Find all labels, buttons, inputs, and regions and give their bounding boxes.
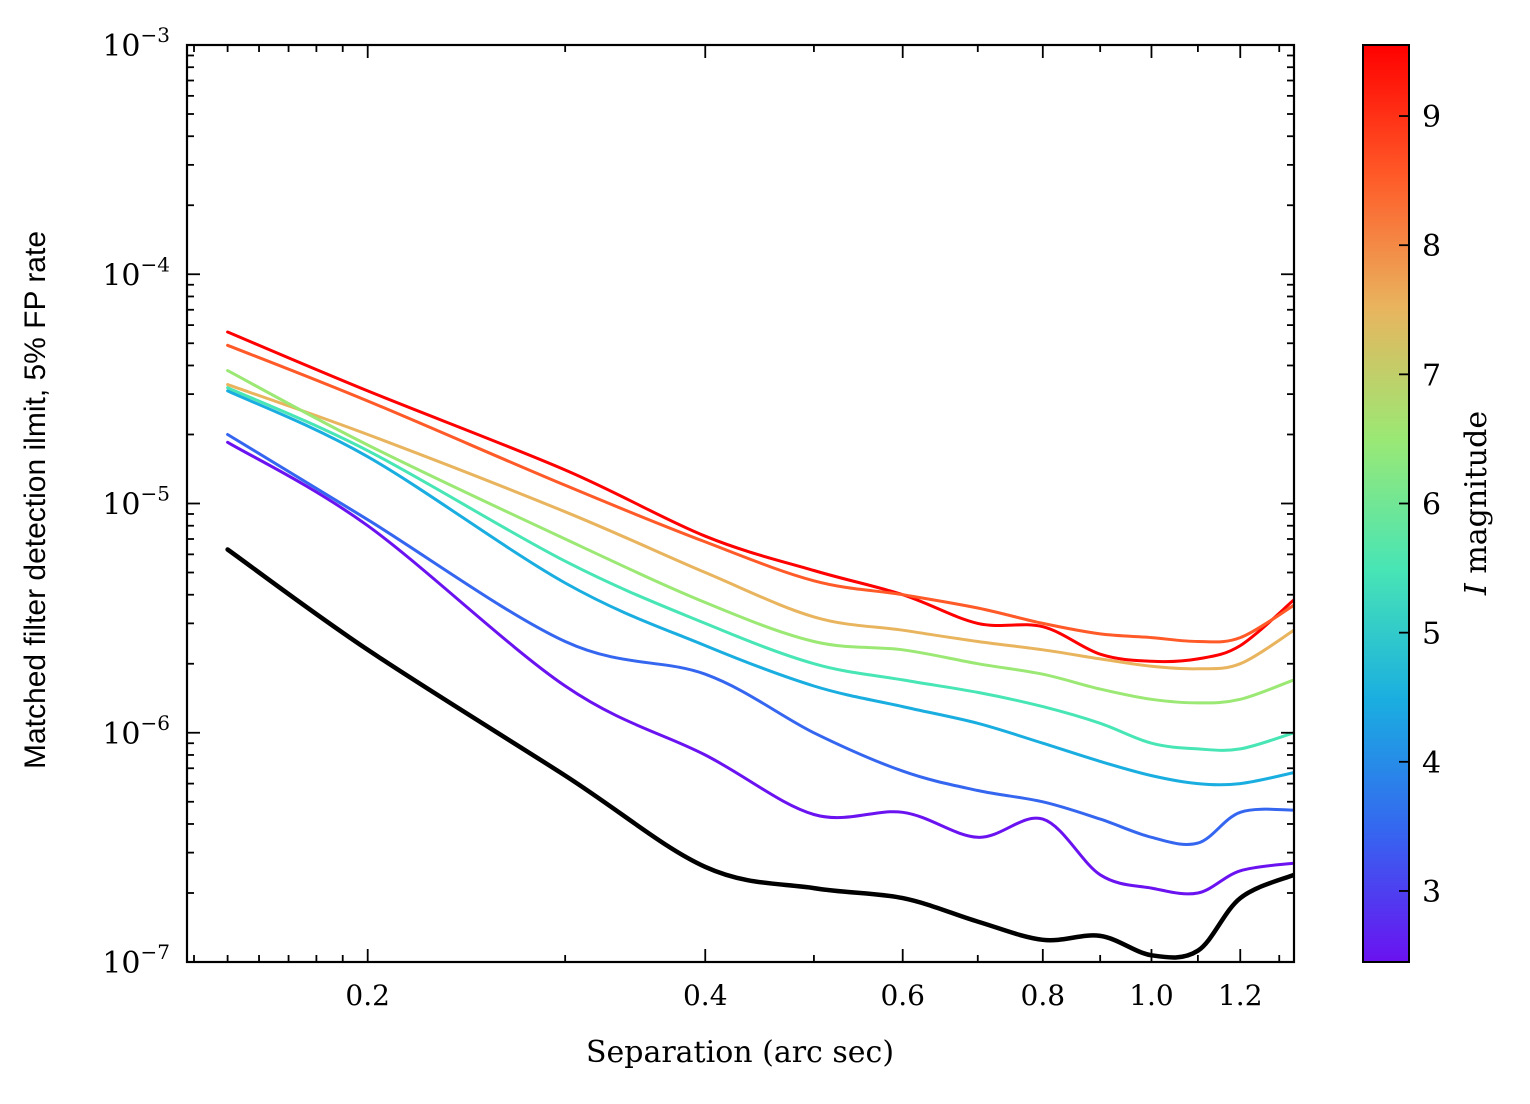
colorbar-ticks: 3 4 5 6 7 8 9 — [1399, 100, 1441, 910]
colorbar: 3 4 5 6 7 8 9 I magnitude — [1362, 44, 1494, 963]
series-line-3 — [226, 383, 1294, 671]
x-tick-label-5: 1.2 — [1218, 979, 1263, 1012]
series-line-5 — [226, 386, 1294, 752]
x-tick-label-0: 0.2 — [345, 979, 390, 1012]
colorbar-tick-label-3: 3 — [1422, 875, 1441, 910]
x-axis-label: Separation (arc sec) — [586, 1035, 894, 1070]
series-line-9 — [225, 547, 1294, 960]
y-axis-label: Matched filter detection ilmit, 5% FP ra… — [19, 231, 52, 769]
y-tick-label-0: 10−7 — [102, 940, 170, 981]
series-layer — [225, 330, 1294, 960]
y-tick-label-3: 10−4 — [102, 252, 170, 293]
y-tick-labels: 10−7 10−6 10−5 10−4 10−3 — [102, 23, 170, 981]
plot-frame — [185, 43, 1296, 964]
colorbar-tick-label-9: 9 — [1422, 100, 1441, 135]
series-line-6 — [226, 389, 1294, 787]
x-tick-label-4: 1.0 — [1129, 979, 1174, 1012]
y-tick-label-2: 10−5 — [102, 482, 170, 523]
series-line-7 — [226, 433, 1294, 847]
y-tick-label-4: 10−3 — [102, 23, 170, 64]
x-tick-label-3: 0.8 — [1021, 979, 1066, 1012]
x-tick-labels: 0.2 0.4 0.6 0.8 1.0 1.2 — [345, 979, 1262, 1012]
colorbar-label-italic: I — [1459, 582, 1494, 596]
colorbar-tick-label-7: 7 — [1422, 358, 1441, 393]
x-tick-label-1: 0.4 — [683, 979, 728, 1012]
y-tick-label-1: 10−6 — [102, 711, 170, 752]
colorbar-tick-label-6: 6 — [1422, 488, 1441, 523]
colorbar-tick-label-8: 8 — [1422, 229, 1441, 264]
series-line-4 — [226, 369, 1294, 705]
colorbar-tick-label-5: 5 — [1422, 617, 1441, 652]
axis-ticks — [187, 44, 1294, 963]
colorbar-label: I magnitude — [1459, 411, 1494, 596]
series-line-1 — [226, 330, 1294, 664]
x-tick-label-2: 0.6 — [880, 979, 925, 1012]
series-line-8 — [226, 440, 1294, 896]
colorbar-label-text: magnitude — [1459, 411, 1494, 583]
colorbar-tick-label-4: 4 — [1422, 746, 1441, 781]
series-line-2 — [226, 343, 1294, 644]
